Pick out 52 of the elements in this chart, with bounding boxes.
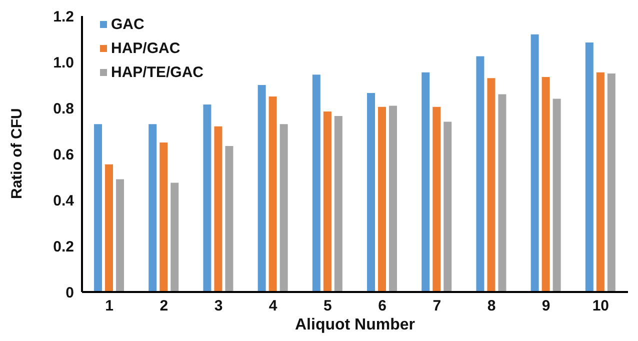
legend-label: HAP/TE/GAC: [111, 64, 204, 80]
x-tick-label: 6: [378, 298, 386, 315]
bar: [323, 111, 332, 292]
y-tick-label: 0.6: [53, 146, 74, 164]
bar: [585, 42, 594, 292]
y-tick-label: 0: [66, 284, 74, 302]
x-tick-label: 7: [432, 298, 442, 315]
bar: [378, 106, 386, 292]
y-tick-label: 0.8: [53, 100, 74, 118]
y-axis-title: Ratio of CFU: [8, 108, 26, 199]
bar: [487, 78, 496, 292]
bar: [170, 182, 179, 292]
bar: [542, 76, 550, 292]
bar: [258, 85, 266, 292]
y-tick-label: 1.0: [53, 54, 74, 72]
bar: [94, 124, 102, 292]
bar: [312, 74, 320, 292]
x-tick-label: 9: [542, 298, 550, 315]
bar: [280, 124, 288, 292]
x-tick-label: 5: [324, 298, 332, 315]
x-tick-label: 10: [592, 298, 610, 315]
bar: [334, 116, 342, 292]
bar: [268, 96, 277, 292]
bar: [552, 98, 561, 292]
bar: [203, 104, 212, 292]
bar: [225, 146, 234, 292]
bar: [476, 56, 484, 292]
legend-label: HAP/GAC: [111, 40, 180, 56]
bar: [148, 124, 157, 292]
y-tick-label: 1.2: [53, 8, 74, 26]
bar: [596, 72, 604, 292]
bar: [444, 122, 452, 292]
bar: [498, 94, 506, 292]
bar: [530, 34, 539, 292]
bar: [160, 142, 168, 292]
x-tick-label: 3: [214, 298, 223, 315]
bar: [116, 179, 124, 292]
y-tick-label: 0.4: [53, 192, 75, 210]
x-tick-label: 2: [160, 298, 168, 315]
x-tick-label: 4: [268, 298, 278, 315]
bar: [367, 93, 376, 292]
y-tick-label: 0.2: [53, 238, 74, 256]
bar: [389, 106, 398, 292]
legend-label: GAC: [111, 16, 144, 32]
bar: [214, 126, 222, 292]
x-tick-label: 1: [105, 298, 114, 315]
x-tick-label: 8: [487, 298, 496, 315]
bar: [422, 72, 430, 292]
x-axis-title: Aliquot Number: [295, 316, 415, 334]
bar: [607, 74, 616, 292]
bar: [105, 164, 114, 292]
bar: [432, 106, 441, 292]
